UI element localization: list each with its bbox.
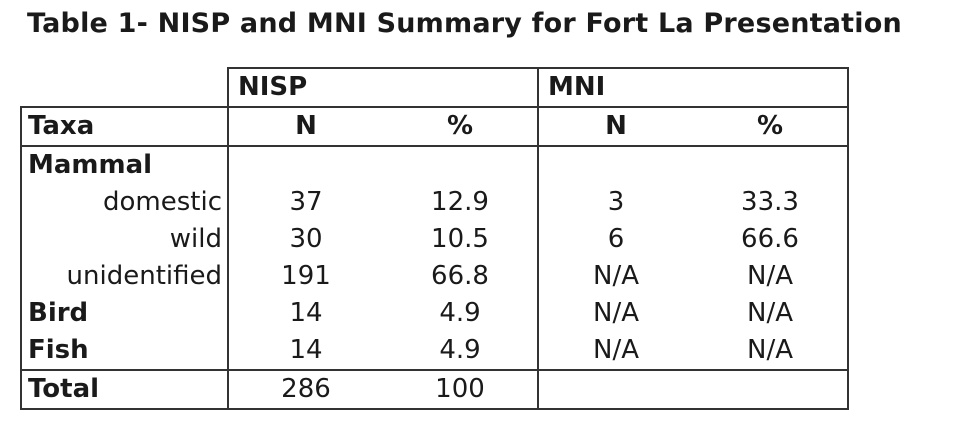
total-nisp-pct: 100 [383, 369, 538, 410]
cell-mni-pct: N/A [693, 295, 849, 332]
table-row: Bird 14 4.9 N/A N/A [20, 295, 849, 332]
cell-mni-n [537, 146, 693, 184]
cell-nisp-n: 191 [227, 258, 383, 295]
table-title: Table 1- NISP and MNI Summary for Fort L… [27, 8, 902, 39]
cell-nisp-pct: 4.9 [439, 298, 481, 328]
cell-nisp-pct [383, 146, 538, 184]
table-row: domestic 37 12.9 3 33.3 [20, 184, 849, 221]
empty-corner-cell [21, 68, 228, 107]
cell-nisp-pct: 66.8 [431, 261, 489, 291]
row-label: unidentified [20, 258, 228, 295]
group-header-mni: MNI [537, 67, 849, 107]
total-row: Total 286 100 [20, 369, 849, 410]
column-header-mni-pct: % [693, 106, 849, 147]
group-header-nisp: NISP [227, 67, 538, 107]
table-row: unidentified 191 66.8 N/A N/A [20, 258, 849, 295]
cell-nisp-n: 14 [227, 295, 383, 332]
row-label: Mammal [20, 146, 228, 184]
table-row: Fish 14 4.9 N/A N/A [20, 332, 849, 370]
row-label: wild [20, 221, 228, 258]
cell-mni-n: N/A [537, 258, 693, 295]
column-header-taxa: Taxa [20, 106, 228, 147]
cell-mni-n: 3 [537, 184, 693, 221]
cell-mni-pct: 66.6 [693, 221, 849, 258]
cell-mni-pct: N/A [693, 258, 849, 295]
nisp-mni-summary-table: NISP MNI Taxa N % N % Mammal domestic 37… [20, 67, 849, 410]
cell-nisp-n: 30 [227, 221, 383, 258]
cell-mni-pct: 33.3 [693, 184, 849, 221]
total-nisp-n: 286 [227, 369, 383, 410]
cell-nisp-n: 37 [227, 184, 383, 221]
cell-nisp-pct: 10.5 [431, 224, 489, 254]
column-header-row: Taxa N % N % [20, 106, 849, 147]
column-header-mni-n: N [537, 106, 693, 147]
table-row: wild 30 10.5 6 66.6 [20, 221, 849, 258]
column-header-nisp-pct: % [383, 106, 538, 147]
cell-mni-n: 6 [537, 221, 693, 258]
total-mni-n [537, 369, 693, 410]
row-label: domestic [20, 184, 228, 221]
cell-mni-pct [693, 146, 849, 184]
group-header-row: NISP MNI [21, 67, 849, 107]
cell-mni-pct: N/A [693, 332, 849, 370]
cell-nisp-n [227, 146, 383, 184]
row-label: Fish [20, 332, 228, 370]
total-mni-pct [693, 369, 849, 410]
cell-nisp-pct: 12.9 [431, 187, 489, 217]
cell-nisp-pct: 4.9 [439, 335, 481, 365]
row-label: Bird [20, 295, 228, 332]
cell-nisp-n: 14 [227, 332, 383, 370]
cell-mni-n: N/A [537, 332, 693, 370]
table-row: Mammal [20, 146, 849, 184]
cell-mni-n: N/A [537, 295, 693, 332]
column-header-nisp-n: N [227, 106, 383, 147]
total-label: Total [20, 369, 228, 410]
